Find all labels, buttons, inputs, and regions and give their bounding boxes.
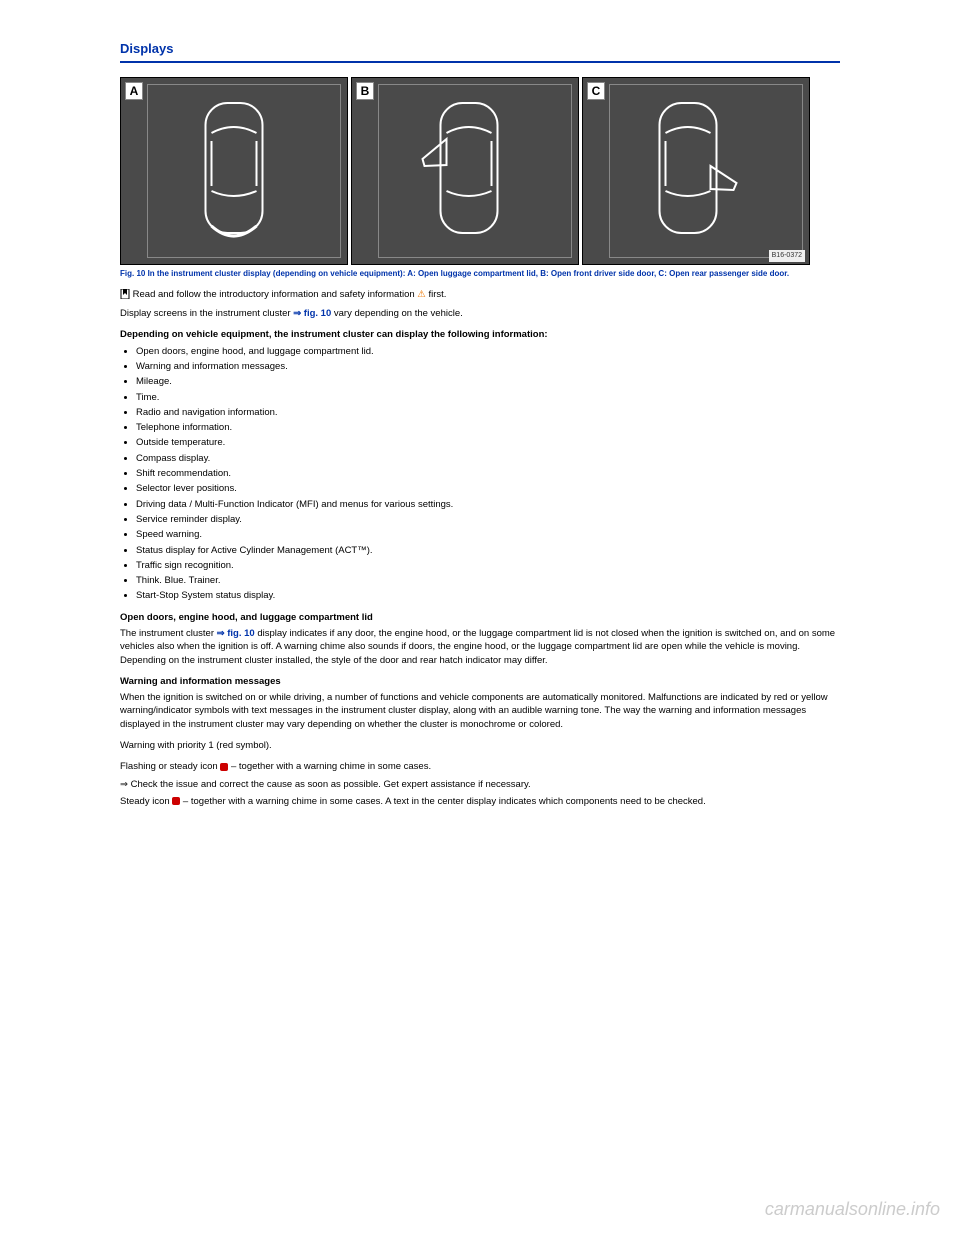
panel-label: A [125, 82, 143, 100]
watermark: carmanualsonline.info [765, 1197, 940, 1222]
panel-label: C [587, 82, 605, 100]
text: – together with a warning chime in some … [228, 761, 431, 772]
list-item: Selector lever positions. [136, 482, 840, 495]
list-item: Start-Stop System status display. [136, 589, 840, 602]
list-item: Radio and navigation information. [136, 406, 840, 419]
display-varies-text: Display screens in the instrument cluste… [120, 307, 840, 320]
list-item: Traffic sign recognition. [136, 559, 840, 572]
figure-panel-c: C B16-0372 [582, 77, 810, 265]
figure-container: A B C [120, 77, 840, 265]
open-doors-text: The instrument cluster ⇒ fig. 10 display… [120, 627, 840, 667]
figure-panel-a: A [120, 77, 348, 265]
list-item: Warning and information messages. [136, 360, 840, 373]
car-top-view-trunk-open-icon [192, 91, 277, 251]
warning-item: Steady icon – together with a warning ch… [120, 795, 840, 808]
list-item: Outside temperature. [136, 436, 840, 449]
figure-panel-b: B [351, 77, 579, 265]
list-item: Think. Blue. Trainer. [136, 574, 840, 587]
warning-messages-heading: Warning and information messages [120, 675, 840, 688]
figure-code: B16-0372 [769, 250, 805, 262]
equipment-list: Open doors, engine hood, and luggage com… [120, 345, 840, 603]
list-item: Compass display. [136, 452, 840, 465]
text: Display screens in the instrument cluste… [120, 308, 293, 319]
list-item: Service reminder display. [136, 513, 840, 526]
warning-item: ⇒ Check the issue and correct the cause … [120, 778, 840, 791]
intro-text: Read and follow the introductory informa… [133, 289, 418, 300]
list-item: Shift recommendation. [136, 467, 840, 480]
warning-messages-text: When the ignition is switched on or whil… [120, 691, 840, 731]
text: Flashing or steady icon [120, 761, 220, 772]
list-item: Driving data / Multi-Function Indicator … [136, 498, 840, 511]
warning-triangle-icon: ⚠ [417, 288, 426, 301]
list-item: Speed warning. [136, 528, 840, 541]
figure-reference[interactable]: ⇒ fig. 10 [217, 628, 255, 639]
text: vary depending on the vehicle. [331, 308, 463, 319]
car-top-view-front-door-open-icon [413, 91, 518, 251]
intro-safety-note: Read and follow the introductory informa… [120, 288, 460, 301]
list-item: Open doors, engine hood, and luggage com… [136, 345, 840, 358]
intro-block: Read and follow the introductory informa… [120, 288, 460, 301]
text: ⇒ Check the issue and correct the cause … [120, 779, 531, 790]
warning-priority-label: Warning with priority 1 (red symbol). [120, 739, 840, 752]
section-title: Displays [120, 40, 840, 63]
text: The instrument cluster [120, 628, 217, 639]
intro-text-after: first. [426, 289, 447, 300]
bookmark-icon [120, 289, 130, 299]
list-item: Mileage. [136, 375, 840, 388]
car-top-view-rear-door-open-icon [644, 91, 749, 251]
warning-item: Flashing or steady icon – together with … [120, 760, 840, 773]
text: – together with a warning chime in some … [180, 796, 705, 807]
figure-reference[interactable]: ⇒ fig. 10 [293, 308, 331, 319]
list-item: Telephone information. [136, 421, 840, 434]
panel-label: B [356, 82, 374, 100]
list-item: Status display for Active Cylinder Manag… [136, 544, 840, 557]
text: Steady icon [120, 796, 172, 807]
equipment-heading: Depending on vehicle equipment, the inst… [120, 328, 840, 341]
open-doors-heading: Open doors, engine hood, and luggage com… [120, 611, 840, 624]
figure-caption: Fig. 10 In the instrument cluster displa… [120, 269, 840, 279]
list-item: Time. [136, 391, 840, 404]
